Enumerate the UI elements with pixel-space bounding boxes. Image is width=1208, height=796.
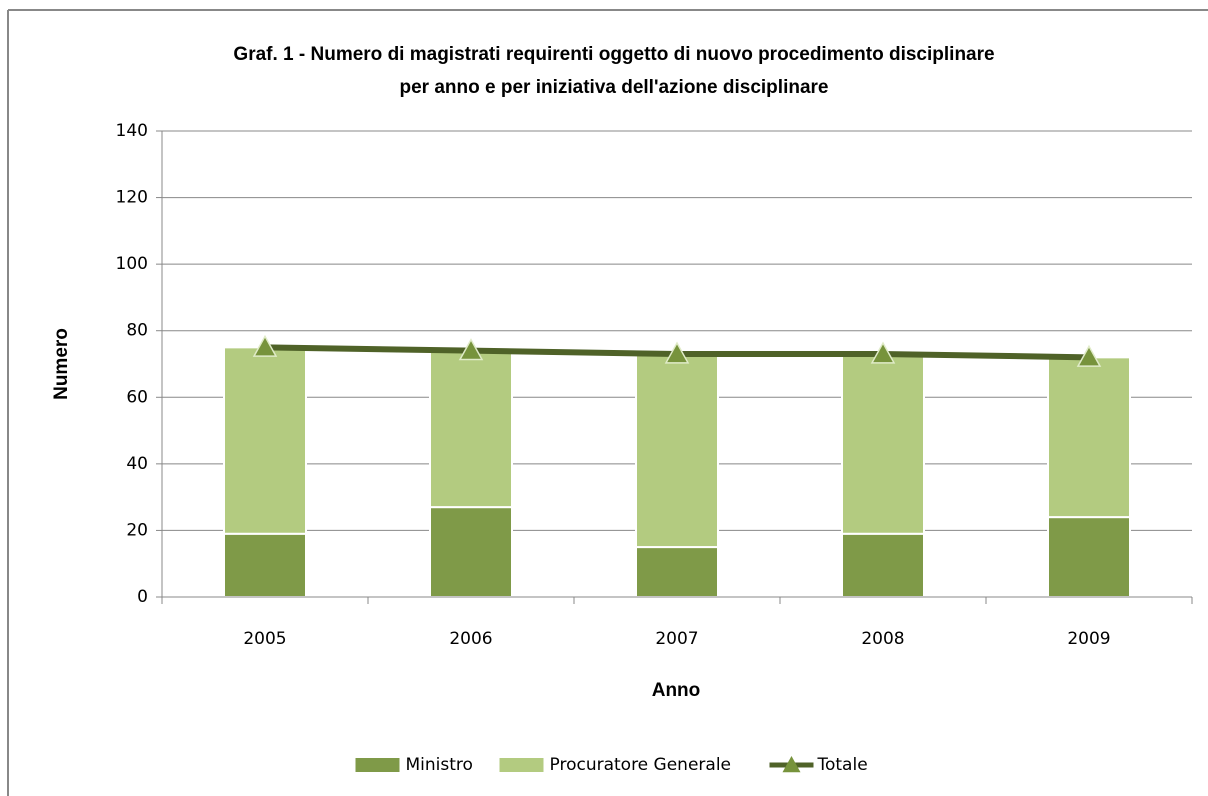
chart-title: per anno e per iniziativa dell'azione di… [400, 77, 829, 98]
line-marker [664, 341, 690, 364]
bar-segment [223, 532, 307, 598]
line-marker [458, 338, 484, 361]
line-marker [1076, 344, 1102, 367]
y-tick-label: 60 [126, 387, 148, 407]
bar-segment [223, 346, 307, 535]
bar-segment [635, 353, 719, 549]
bar-segment [1047, 356, 1131, 519]
y-tick-label: 40 [126, 454, 148, 474]
legend-swatch [499, 758, 544, 772]
legend-label: Totale [817, 755, 868, 775]
y-tick-label: 100 [116, 254, 148, 274]
y-tick-label: 20 [126, 520, 148, 540]
legend-swatch [355, 758, 400, 772]
x-tick-label: 2009 [1067, 629, 1110, 649]
y-axis-label: Numero [51, 328, 72, 400]
y-tick-label: 140 [116, 121, 148, 141]
chart-title: Graf. 1 - Numero di magistrati requirent… [233, 44, 994, 65]
legend-label: Procuratore Generale [550, 755, 732, 775]
line-marker [870, 341, 896, 364]
x-tick-label: 2006 [449, 629, 492, 649]
legend-swatch [782, 756, 801, 773]
x-tick-label: 2008 [861, 629, 904, 649]
bar-segment [429, 349, 513, 509]
bar-segment [841, 532, 925, 598]
y-tick-label: 80 [126, 321, 148, 341]
x-tick-label: 2007 [655, 629, 698, 649]
x-axis-label: Anno [652, 680, 701, 701]
y-tick-label: 0 [137, 587, 148, 607]
bar-segment [429, 506, 513, 598]
bar-segment [1047, 516, 1131, 598]
legend-label: Ministro [406, 755, 473, 775]
y-tick-label: 120 [116, 188, 148, 208]
x-tick-label: 2005 [243, 629, 286, 649]
line-marker [252, 334, 278, 357]
bar-segment [841, 353, 925, 535]
bar-segment [635, 546, 719, 598]
